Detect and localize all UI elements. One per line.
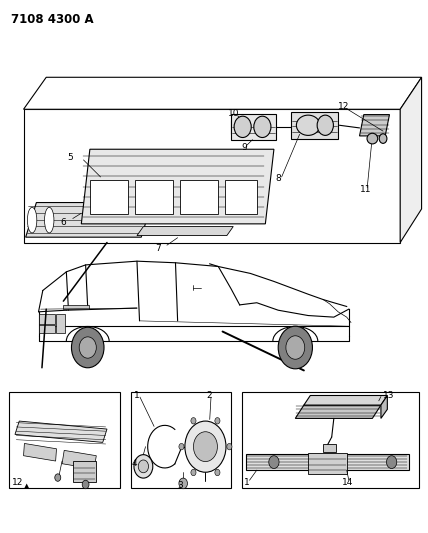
Text: 9: 9 <box>241 143 247 152</box>
Circle shape <box>215 418 220 424</box>
Text: ▲: ▲ <box>24 483 29 489</box>
Polygon shape <box>381 395 387 418</box>
Circle shape <box>82 480 89 489</box>
Circle shape <box>269 456 279 469</box>
Ellipse shape <box>234 116 251 138</box>
Circle shape <box>179 443 184 450</box>
Circle shape <box>191 418 196 424</box>
Text: 4: 4 <box>132 459 137 468</box>
Circle shape <box>185 421 226 472</box>
Bar <box>180 180 218 214</box>
Bar <box>9 392 120 488</box>
Polygon shape <box>26 203 152 237</box>
Polygon shape <box>24 77 422 109</box>
Bar <box>90 180 128 214</box>
Polygon shape <box>81 149 274 224</box>
Text: 1: 1 <box>134 391 139 400</box>
Text: 7108 4300 A: 7108 4300 A <box>11 13 93 26</box>
Bar <box>308 453 347 474</box>
Circle shape <box>138 460 149 473</box>
Ellipse shape <box>254 116 271 138</box>
Bar <box>39 325 55 333</box>
Circle shape <box>227 443 232 450</box>
Ellipse shape <box>367 133 378 144</box>
Bar <box>225 180 257 214</box>
Ellipse shape <box>296 115 320 135</box>
Bar <box>242 392 419 488</box>
Text: 14: 14 <box>342 478 354 487</box>
Polygon shape <box>360 115 389 136</box>
Polygon shape <box>24 109 400 243</box>
Text: 5: 5 <box>68 153 73 161</box>
Ellipse shape <box>45 207 54 233</box>
Circle shape <box>286 336 305 359</box>
Text: 1: 1 <box>244 478 250 487</box>
Circle shape <box>278 326 312 369</box>
Text: 12: 12 <box>12 479 24 487</box>
Circle shape <box>215 469 220 475</box>
Text: 2: 2 <box>206 391 212 400</box>
Polygon shape <box>15 421 107 442</box>
Bar <box>73 461 96 482</box>
Circle shape <box>134 455 153 478</box>
Polygon shape <box>24 443 56 461</box>
Text: 8: 8 <box>275 174 281 183</box>
Circle shape <box>179 478 187 489</box>
Polygon shape <box>291 112 338 139</box>
Text: 11: 11 <box>360 185 372 193</box>
Polygon shape <box>62 450 96 469</box>
Circle shape <box>55 474 61 481</box>
Ellipse shape <box>317 115 333 135</box>
Text: 7: 7 <box>155 245 160 253</box>
Polygon shape <box>304 395 387 405</box>
Bar <box>231 114 276 140</box>
Polygon shape <box>137 227 233 236</box>
Bar <box>323 444 336 452</box>
Bar <box>131 392 231 488</box>
Polygon shape <box>246 454 409 470</box>
Text: 12: 12 <box>338 102 350 111</box>
Polygon shape <box>295 405 381 418</box>
Circle shape <box>71 327 104 368</box>
Bar <box>63 305 89 309</box>
Ellipse shape <box>379 134 387 143</box>
Bar <box>135 180 173 214</box>
Ellipse shape <box>27 207 37 233</box>
Bar <box>56 314 65 333</box>
Circle shape <box>191 469 196 475</box>
Text: 6: 6 <box>61 218 66 227</box>
Text: 3: 3 <box>178 481 183 489</box>
Polygon shape <box>231 120 274 134</box>
Text: 10: 10 <box>228 109 240 118</box>
Bar <box>39 314 55 324</box>
Circle shape <box>193 432 217 462</box>
Circle shape <box>386 456 397 469</box>
Text: 13: 13 <box>383 391 394 400</box>
Circle shape <box>79 337 96 358</box>
Polygon shape <box>400 77 422 243</box>
